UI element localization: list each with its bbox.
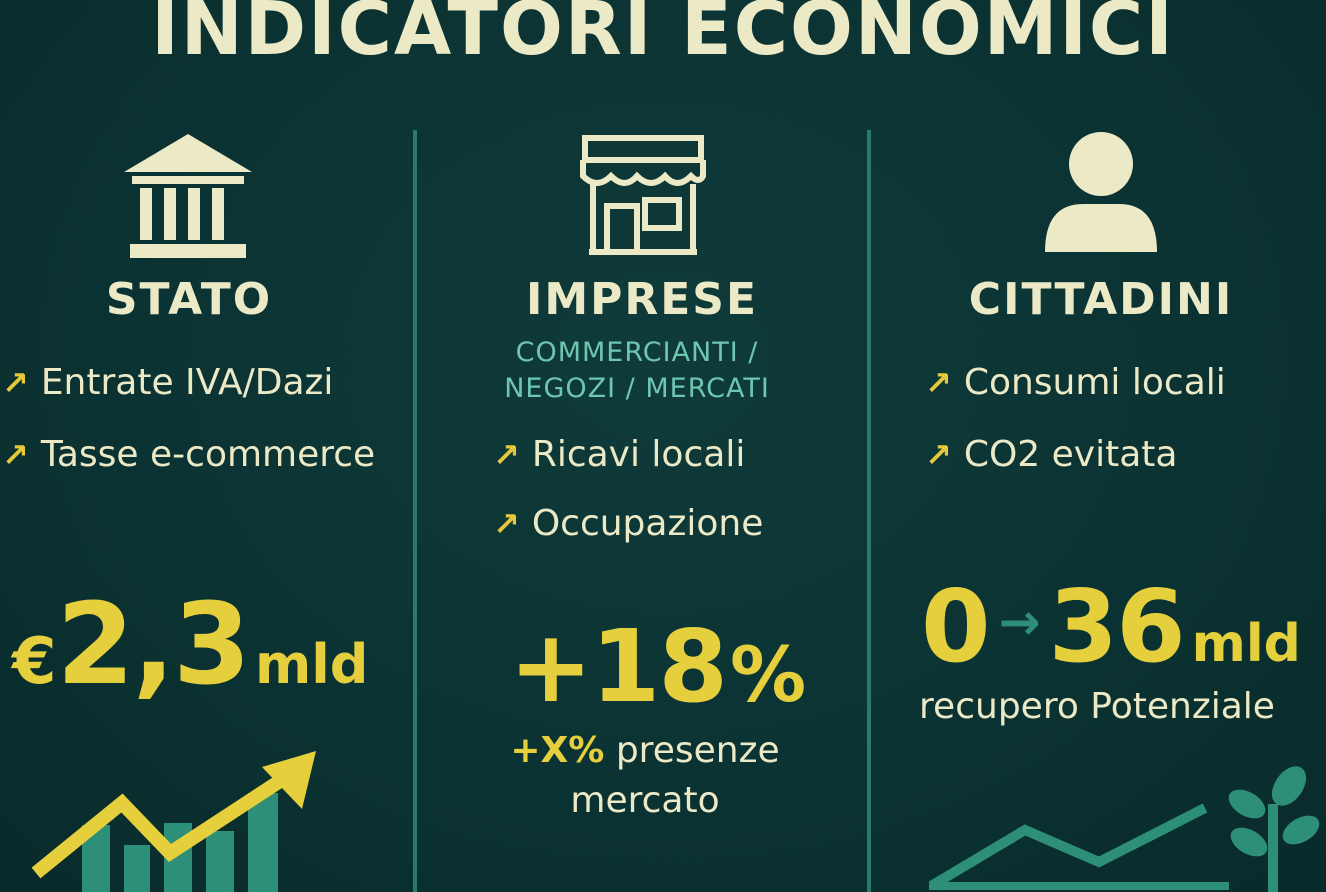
stato-heading: STATO	[105, 274, 273, 325]
imprese-heading: IMPRESE	[525, 274, 759, 325]
stato-item-2: ↗ Tasse e-commerce	[2, 434, 375, 475]
imprese-item-1: ↗ Ricavi locali	[493, 434, 745, 475]
trend-up-icon: ↗	[925, 364, 952, 402]
cittadini-to: 36	[1048, 568, 1186, 685]
page-title: INDICATORI ECONOMICI	[151, 0, 1175, 72]
growth-chart-icon	[31, 751, 316, 892]
stato-currency: €	[12, 625, 57, 699]
cittadini-from: 0	[921, 568, 991, 685]
stato-item-1: ↗ Entrate IVA/Dazi	[2, 362, 333, 403]
trend-up-icon: ↗	[493, 505, 520, 543]
imprese-item-label: Ricavi locali	[531, 434, 746, 475]
imprese-caption-accent: +X%	[510, 730, 605, 771]
bank-icon	[124, 134, 252, 258]
cittadini-unit: mld	[1191, 614, 1301, 674]
imprese-caption-2: mercato	[570, 780, 720, 821]
column-imprese: IMPRESE COMMERCIANTI / NEGOZI / MERCATI …	[417, 0, 867, 892]
cittadini-item-label: Consumi locali	[963, 362, 1226, 403]
imprese-value: +18	[509, 608, 728, 725]
trend-up-icon: ↗	[2, 364, 29, 402]
cittadini-heading: CITTADINI	[968, 274, 1234, 325]
cittadini-caption: recupero Potenziale	[919, 686, 1275, 727]
imprese-caption-1: +X% presenze	[417, 730, 873, 771]
plant-icon	[1228, 766, 1320, 892]
column-stato: STATO ↗ Entrate IVA/Dazi ↗ Tasse e-commerc…	[0, 0, 413, 892]
imprese-item-label: Occupazione	[531, 503, 764, 544]
imprese-caption-rest: presenze	[604, 730, 780, 771]
cittadini-figure: 0 →36 mld	[921, 568, 1301, 685]
stato-value: 2,3	[56, 580, 251, 710]
stato-item-label: Tasse e-commerce	[40, 434, 376, 475]
trend-up-icon: ↗	[925, 436, 952, 474]
trend-up-icon: ↗	[2, 436, 29, 474]
column-cittadini: CITTADINI ↗ Consumi locali ↗ CO2 evitata 0…	[871, 0, 1326, 892]
column-divider-right	[867, 130, 871, 892]
cittadini-item-2: ↗ CO2 evitata	[925, 434, 1177, 475]
imprese-subheading-1: COMMERCIANTI /	[515, 337, 759, 368]
imprese-figure: +18%	[509, 608, 806, 725]
arrow-right-icon: →	[998, 593, 1041, 651]
imprese-subheading-2: NEGOZI / MERCATI	[504, 373, 770, 404]
cittadini-item-1: ↗ Consumi locali	[925, 362, 1226, 403]
trend-up-icon: ↗	[493, 436, 520, 474]
trend-line-icon	[929, 803, 1229, 891]
person-icon	[1045, 132, 1157, 252]
imprese-item-2: ↗ Occupazione	[493, 503, 763, 544]
stato-item-label: Entrate IVA/Dazi	[40, 362, 334, 403]
shop-icon	[580, 135, 706, 255]
stato-unit: mld	[254, 633, 369, 696]
stato-figure: €2,3 mld	[12, 580, 368, 710]
cittadini-item-label: CO2 evitata	[963, 434, 1178, 475]
imprese-unit: %	[729, 630, 807, 719]
column-divider-left	[413, 130, 417, 892]
